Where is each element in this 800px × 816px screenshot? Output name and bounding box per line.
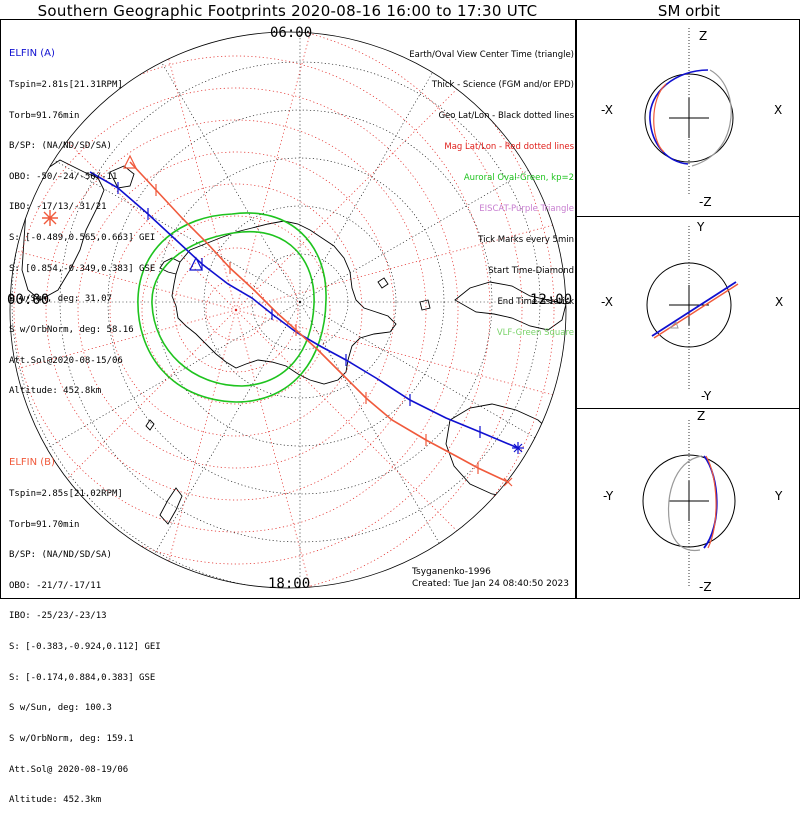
orbit-yz-left-label: -Y bbox=[603, 489, 614, 503]
elfin-b-end-asterisk bbox=[503, 477, 513, 487]
elfin-b-start-diamond bbox=[123, 154, 137, 169]
mlt-label-right: 12:00 bbox=[530, 292, 573, 308]
plot-title: Southern Geographic Footprints 2020-08-1… bbox=[37, 2, 538, 20]
orbit-panel-xz: Z -Z -X X bbox=[601, 28, 782, 209]
orbit-panel-xy: Y -Y -X X bbox=[601, 220, 783, 403]
africa-coastline bbox=[454, 281, 566, 331]
orbit-xz-right-label: X bbox=[774, 103, 782, 117]
created-timestamp: Created: Tue Jan 24 08:40:50 2023 bbox=[412, 579, 569, 589]
elfin-b-asterisk bbox=[42, 210, 58, 226]
south-america-coastline bbox=[21, 159, 105, 301]
legend-entry: Mag Lat/Lon - Red dotted lines bbox=[444, 142, 574, 153]
orbit-xz-left-label: -X bbox=[601, 103, 613, 117]
legend-entry: End Time-Asterisk bbox=[497, 296, 574, 307]
elfin-b-line: S w/Sun, deg: 100.3 bbox=[9, 703, 112, 714]
elfin-b-line: S: [-0.174,0.884,0.383] GSE bbox=[9, 672, 156, 683]
elfin-a-header: ELFIN (A) bbox=[9, 48, 55, 60]
elfin-b-line: IBO: -25/23/-23/13 bbox=[9, 611, 107, 622]
legend-entry: Thick - Science (FGM and/or EPD) bbox=[431, 80, 574, 91]
elfin-a-end-asterisk bbox=[512, 442, 524, 454]
globe-outline bbox=[9, 31, 567, 589]
elfin-a-track bbox=[89, 171, 524, 454]
elfin-b-line: S w/OrbNorm, deg: 159.1 bbox=[9, 733, 134, 744]
elfin-a-line: Altitude: 452.8km bbox=[9, 386, 102, 397]
legend-entry: Auroral Oval-Green, kp=2 bbox=[463, 173, 574, 184]
model-credit: Tsyganenko-1996 bbox=[412, 567, 491, 577]
legend-entry: Earth/Oval View Center Time (triangle) bbox=[409, 49, 574, 60]
geo-grid bbox=[10, 32, 566, 588]
elfin-a-line: Att.Sol@2020-08-15/06 bbox=[9, 355, 123, 366]
elfin-a-info: ELFIN (A) Tspin=2.81s[21.31RPM] Torb=91.… bbox=[9, 29, 155, 407]
antarctica-coastline bbox=[171, 220, 397, 385]
legend-entry: VLF-Green Square bbox=[496, 327, 574, 338]
new-zealand-coastline bbox=[159, 487, 183, 525]
elfin-b-line: Altitude: 452.3km bbox=[9, 795, 102, 806]
main-panel-frame bbox=[0, 19, 576, 599]
elfin-b-line: B/SP: (NA/ND/SD/SA) bbox=[9, 550, 112, 561]
elfin-b-track bbox=[42, 154, 513, 487]
mlt-label-bottom: 18:00 bbox=[268, 576, 311, 592]
elfin-b-line: S: [-0.383,-0.924,0.112] GEI bbox=[9, 642, 161, 653]
elfin-a-line: Torb=91.76min bbox=[9, 110, 80, 121]
elfin-a-line: S w/Sun, deg: 31.07 bbox=[9, 294, 112, 305]
legend-entry: EISCAT-Purple Triangle bbox=[479, 204, 574, 215]
elfin-b-line: Tspin=2.85s[21.02RPM] bbox=[9, 489, 123, 500]
auroral-oval-outer bbox=[137, 212, 327, 403]
orbit-xy-left-label: -X bbox=[601, 295, 613, 309]
orbit-yz-bottom-label: -Z bbox=[699, 580, 712, 594]
elfin-a-tick-marks bbox=[117, 182, 481, 438]
legend-entry: Geo Lat/Lon - Black dotted lines bbox=[438, 111, 574, 122]
elfin-a-line: OBO: -50/-24/-56/-11 bbox=[9, 171, 118, 182]
elfin-a-line: B/SP: (NA/ND/SD/SA) bbox=[9, 141, 112, 152]
auroral-oval-inner bbox=[151, 230, 315, 387]
elfin-a-line: S w/OrbNorm, deg: 58.16 bbox=[9, 324, 134, 335]
orbit-xy-bottom-label: -Y bbox=[701, 389, 712, 403]
orbit-xy-right-label: X bbox=[775, 295, 783, 309]
tierra-del-fuego bbox=[109, 165, 135, 189]
elfin-b-info: ELFIN (B) Tspin=2.85s[21.02RPM] Torb=91.… bbox=[9, 438, 161, 816]
auroral-oval bbox=[137, 212, 327, 403]
legend-entry: Start Time-Diamond bbox=[488, 265, 574, 276]
orbit-xy-top-label: Y bbox=[696, 220, 705, 234]
mag-grid bbox=[10, 32, 566, 588]
elfin-a-line: S: [0.854,-0.349,0.383] GSE bbox=[9, 263, 156, 274]
legend-entry: Tick Marks every 5min bbox=[478, 234, 574, 245]
elfin-a-line: Tspin=2.81s[21.31RPM] bbox=[9, 80, 123, 91]
orbit-xz-top-label: Z bbox=[699, 29, 707, 43]
elfin-b-line: Att.Sol@ 2020-08-19/06 bbox=[9, 764, 129, 775]
orbit-panel-yz: Z -Z -Y Y bbox=[603, 409, 783, 594]
islands bbox=[145, 277, 431, 431]
orbit-yz-top-label: Z bbox=[697, 409, 705, 423]
elfin-b-line: OBO: -21/7/-17/11 bbox=[9, 580, 102, 591]
orbit-title: SM orbit bbox=[657, 2, 721, 20]
elfin-b-line: Torb=91.70min bbox=[9, 519, 80, 530]
coastlines bbox=[21, 159, 566, 525]
orbit-yz-right-label: Y bbox=[774, 489, 783, 503]
elfin-b-header: ELFIN (B) bbox=[9, 457, 55, 469]
legend: Earth/Oval View Center Time (triangle) T… bbox=[409, 29, 574, 348]
elfin-b-tick-marks bbox=[155, 184, 479, 474]
orbit-panel-yz-frame bbox=[576, 408, 800, 599]
orbit-xz-bottom-label: -Z bbox=[699, 195, 712, 209]
elfin-a-center-triangle bbox=[189, 256, 203, 271]
mlt-label-left: 00:00 bbox=[7, 292, 50, 308]
elfin-a-line: S: [-0.489,0.565,0.663] GEI bbox=[9, 233, 156, 244]
mlt-label-top: 06:00 bbox=[270, 25, 313, 41]
elfin-a-line: IBO: -17/13/-31/21 bbox=[9, 202, 107, 213]
